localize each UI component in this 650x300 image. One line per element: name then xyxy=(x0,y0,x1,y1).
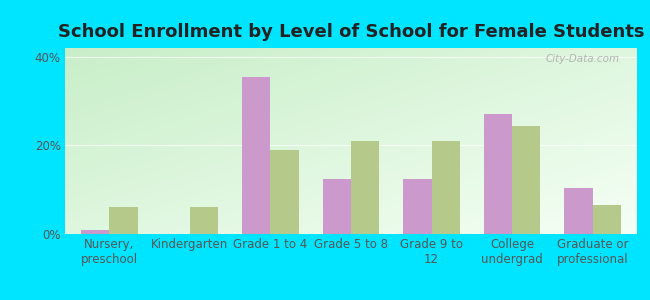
Text: City-Data.com: City-Data.com xyxy=(546,54,620,64)
Bar xyxy=(432,141,460,234)
Bar xyxy=(270,150,298,234)
Bar xyxy=(512,125,540,234)
Bar xyxy=(593,205,621,234)
Bar xyxy=(109,207,138,234)
Bar xyxy=(484,114,512,234)
Bar xyxy=(190,207,218,234)
Bar xyxy=(242,77,270,234)
Legend: Elizabethtown, North Carolina: Elizabethtown, North Carolina xyxy=(201,297,501,300)
Bar xyxy=(351,141,379,234)
Bar xyxy=(81,230,109,234)
Title: School Enrollment by Level of School for Female Students: School Enrollment by Level of School for… xyxy=(58,23,644,41)
Bar xyxy=(404,178,432,234)
Bar xyxy=(564,188,593,234)
Bar xyxy=(323,178,351,234)
